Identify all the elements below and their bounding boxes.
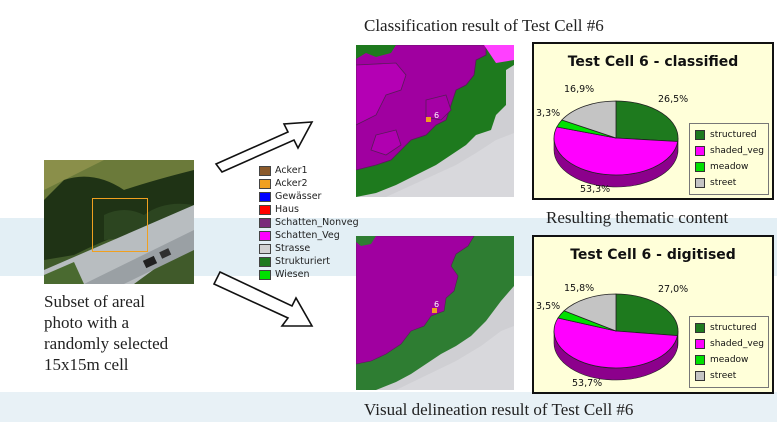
legend-label: meadow bbox=[710, 162, 749, 172]
arrow-up-icon bbox=[214, 121, 314, 173]
legend-label: street bbox=[710, 178, 737, 188]
legend-label: Schatten_Nonveg bbox=[275, 217, 359, 228]
photo-description-line-3: randomly selected bbox=[44, 334, 169, 353]
cell-marker-bottom: 6 bbox=[434, 300, 440, 309]
legend-row-structured: structured bbox=[695, 129, 757, 141]
legend-label: Haus bbox=[275, 204, 299, 215]
data-label-street: 15,8% bbox=[564, 283, 595, 294]
legend-swatch bbox=[695, 323, 705, 333]
photo-description-line-1: Subset of areal bbox=[44, 292, 146, 311]
background-band-bottom bbox=[0, 392, 777, 422]
data-label-structured: 26,5% bbox=[658, 94, 689, 105]
legend-swatch bbox=[695, 339, 705, 349]
legend-swatch bbox=[259, 217, 271, 228]
legend-swatch bbox=[259, 230, 271, 241]
legend-swatch bbox=[259, 204, 271, 215]
pie-plot bbox=[553, 293, 679, 381]
photo-description-line-2: photo with a bbox=[44, 313, 129, 332]
pie-slice-structured bbox=[615, 293, 679, 337]
legend-row-shaded-veg: shaded_veg bbox=[695, 338, 764, 350]
pie-slice-shaded_veg bbox=[553, 126, 679, 176]
pie-slice-street bbox=[561, 100, 617, 139]
classification-legend: Acker1 Acker2 Gewässer Haus Schatten_Non… bbox=[259, 164, 359, 288]
legend-row-meadow: meadow bbox=[695, 354, 748, 366]
legend-swatch bbox=[695, 146, 705, 156]
classification-caption: Classification result of Test Cell #6 bbox=[364, 16, 604, 35]
legend-label: Strasse bbox=[275, 243, 311, 254]
chart-legend: structured shaded_veg meadow street bbox=[689, 316, 769, 388]
legend-swatch bbox=[259, 165, 271, 176]
cell-marker-top: 6 bbox=[434, 111, 440, 120]
legend-row-shaded-veg: shaded_veg bbox=[695, 145, 764, 157]
legend-label: Acker2 bbox=[275, 178, 308, 189]
delineation-map: 6 bbox=[356, 236, 514, 390]
data-label-structured: 27,0% bbox=[658, 284, 689, 295]
legend-item-acker1: Acker1 bbox=[259, 164, 308, 177]
chart-legend: structured shaded_veg meadow street bbox=[689, 123, 769, 195]
legend-swatch bbox=[695, 162, 705, 172]
legend-label: shaded_veg bbox=[710, 146, 764, 156]
photo-description: Subset of areal photo with a randomly se… bbox=[44, 291, 168, 375]
legend-swatch bbox=[259, 178, 271, 189]
legend-item-haus: Haus bbox=[259, 203, 299, 216]
pie-chart-classified: Test Cell 6 - classified structured shad… bbox=[532, 42, 774, 200]
delineation-caption: Visual delineation result of Test Cell #… bbox=[364, 400, 634, 419]
legend-item-schatten-nonveg: Schatten_Nonveg bbox=[259, 216, 359, 229]
legend-swatch bbox=[695, 371, 705, 381]
legend-item-schatten-veg: Schatten_Veg bbox=[259, 229, 340, 242]
pie-slice-structured bbox=[615, 100, 679, 142]
pie-plot bbox=[553, 100, 679, 188]
pie-slice-shaded_veg bbox=[553, 317, 678, 369]
photo-description-line-4: 15x15m cell bbox=[44, 355, 129, 374]
legend-swatch bbox=[695, 355, 705, 365]
pie-chart-digitised: Test Cell 6 - digitised structured shade… bbox=[532, 235, 774, 394]
data-label-meadow: 3,5% bbox=[536, 301, 561, 312]
legend-label: Gewässer bbox=[275, 191, 322, 202]
legend-swatch bbox=[259, 243, 271, 254]
legend-label: Schatten_Veg bbox=[275, 230, 340, 241]
legend-label: Strukturiert bbox=[275, 256, 330, 267]
legend-label: shaded_veg bbox=[710, 339, 764, 349]
legend-swatch bbox=[259, 191, 271, 202]
legend-row-structured: structured bbox=[695, 322, 757, 334]
legend-swatch bbox=[695, 178, 705, 188]
legend-swatch bbox=[259, 269, 271, 280]
legend-label: Acker1 bbox=[275, 165, 308, 176]
selected-cell-box bbox=[92, 198, 148, 252]
data-label-street: 16,9% bbox=[564, 84, 595, 95]
legend-item-strukturiert: Strukturiert bbox=[259, 255, 330, 268]
legend-label: Wiesen bbox=[275, 269, 310, 280]
arrow-down-icon bbox=[212, 270, 314, 327]
chart-title: Test Cell 6 - digitised bbox=[570, 247, 736, 263]
pie-slice-street bbox=[563, 293, 617, 332]
legend-swatch bbox=[259, 256, 271, 267]
legend-item-strasse: Strasse bbox=[259, 242, 310, 255]
legend-item-wiesen: Wiesen bbox=[259, 268, 309, 281]
thematic-content-caption: Resulting thematic content bbox=[546, 208, 729, 227]
legend-row-street: street bbox=[695, 370, 736, 382]
legend-item-acker2: Acker2 bbox=[259, 177, 308, 190]
legend-row-street: street bbox=[695, 177, 736, 189]
legend-label: street bbox=[710, 371, 737, 381]
data-label-shaded-veg: 53,3% bbox=[580, 184, 611, 195]
legend-item-gewasser: Gewässer bbox=[259, 190, 321, 203]
aerial-photo bbox=[44, 160, 194, 284]
chart-title: Test Cell 6 - classified bbox=[567, 54, 739, 70]
legend-row-meadow: meadow bbox=[695, 161, 748, 173]
legend-label: meadow bbox=[710, 355, 749, 365]
legend-swatch bbox=[695, 130, 705, 140]
data-label-meadow: 3,3% bbox=[536, 108, 561, 119]
classification-map: 6 bbox=[356, 45, 514, 197]
legend-label: structured bbox=[710, 130, 757, 140]
legend-label: structured bbox=[710, 323, 757, 333]
data-label-shaded-veg: 53,7% bbox=[572, 378, 603, 389]
